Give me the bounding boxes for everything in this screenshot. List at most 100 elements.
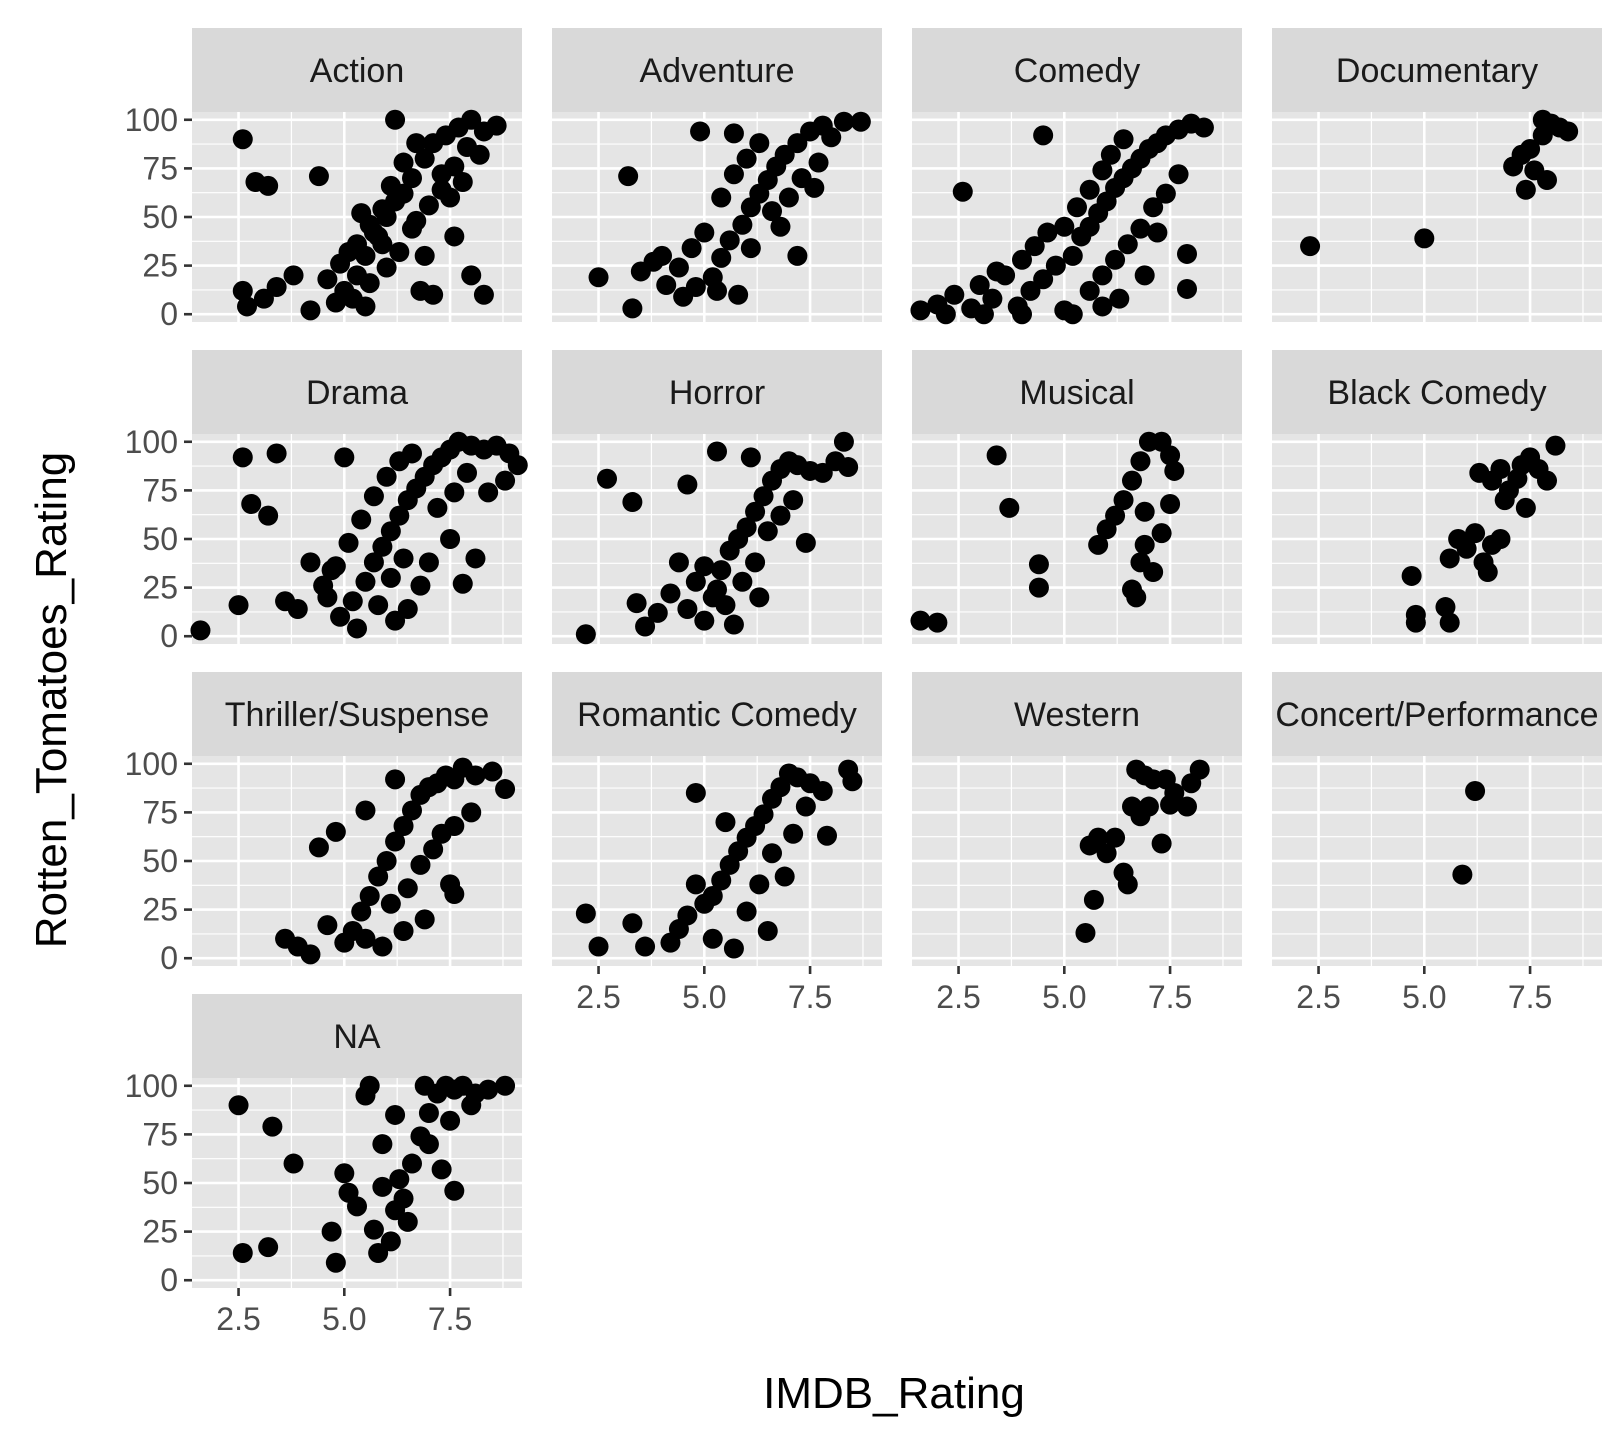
data-point (677, 905, 698, 926)
facet-panel: Thriller/Suspense 0 25 50 75 100 (125, 672, 522, 976)
data-point (740, 238, 761, 259)
facet-strip (1272, 350, 1602, 434)
data-point (1092, 160, 1113, 181)
data-point (652, 245, 672, 266)
data-point (745, 552, 766, 573)
data-point (351, 509, 372, 530)
data-point (317, 269, 338, 290)
data-point (736, 901, 757, 922)
y-tick-label: 50 (142, 199, 178, 235)
data-point (973, 304, 994, 325)
data-point (1520, 138, 1541, 159)
data-point (473, 284, 494, 305)
data-point (842, 771, 863, 792)
data-points (910, 113, 1214, 325)
data-point (694, 610, 715, 631)
data-point (685, 782, 706, 803)
data-point (414, 245, 435, 266)
y-tick-label: 25 (142, 1214, 178, 1250)
data-point (385, 109, 406, 130)
y-tick-label: 75 (142, 794, 178, 830)
data-point (1537, 470, 1557, 491)
data-point (444, 884, 465, 905)
facet-panel: Concert/Performance 2.5 5.0 7.5 (1272, 672, 1602, 1015)
data-point (465, 548, 486, 569)
data-point (266, 443, 287, 464)
data-point (774, 866, 795, 887)
data-point (228, 1095, 249, 1116)
data-point (1012, 249, 1032, 270)
data-point (618, 166, 639, 187)
facet-panel: Comedy (910, 28, 1242, 325)
data-point (452, 573, 473, 594)
data-point (393, 548, 414, 569)
data-point (431, 1159, 452, 1180)
data-point (1177, 278, 1197, 299)
data-point (1511, 455, 1532, 476)
facet-panels: Action 0 25 50 75 100 Adventure Comedy Documenta… (125, 28, 1602, 1337)
data-point (702, 928, 723, 949)
facet-strip (912, 350, 1242, 434)
data-point (444, 226, 465, 247)
data-point (402, 1153, 422, 1174)
data-point (486, 115, 507, 136)
data-point (787, 245, 808, 266)
data-point (410, 854, 431, 875)
data-point (575, 624, 596, 645)
data-point (1109, 288, 1130, 309)
data-point (1143, 197, 1164, 218)
data-point (258, 1237, 279, 1258)
data-point (1456, 538, 1477, 559)
data-point (363, 486, 384, 507)
data-point (910, 300, 931, 321)
data-point (440, 1110, 461, 1131)
data-point (668, 552, 689, 573)
data-point (1134, 501, 1155, 522)
facet-label: Horror (669, 374, 765, 412)
data-point (745, 501, 766, 522)
data-point (1054, 216, 1075, 237)
data-point (935, 304, 956, 325)
x-tick-label: 7.5 (788, 979, 832, 1015)
data-point (232, 447, 253, 468)
data-point (402, 800, 422, 821)
data-point (723, 938, 744, 959)
data-point (380, 521, 401, 542)
data-point (414, 909, 435, 930)
data-point (749, 587, 770, 608)
data-point (850, 111, 871, 132)
data-point (982, 288, 1003, 309)
data-point (376, 257, 397, 278)
data-point (452, 172, 473, 192)
data-point (1130, 451, 1151, 472)
data-points (910, 431, 1185, 633)
data-point (833, 431, 854, 452)
data-point (762, 843, 782, 864)
data-point (461, 802, 482, 823)
data-point (778, 187, 799, 208)
data-point (330, 606, 351, 627)
data-point (389, 1169, 410, 1190)
facet-label: Documentary (1336, 52, 1538, 90)
data-point (719, 230, 740, 251)
data-point (418, 552, 439, 573)
data-point (1100, 144, 1121, 165)
data-point (1193, 117, 1214, 138)
data-point (715, 595, 736, 616)
facet-panel: Horror (552, 350, 882, 645)
data-point (423, 839, 444, 860)
data-point (385, 610, 406, 631)
facet-strip (192, 672, 522, 756)
data-point (1300, 236, 1321, 257)
data-point (1532, 125, 1553, 146)
data-point (711, 560, 732, 581)
facet-strip (912, 28, 1242, 112)
data-point (749, 874, 770, 895)
data-point (1024, 236, 1045, 257)
data-point (732, 214, 753, 235)
facet-panel: Adventure (552, 28, 882, 322)
data-point (1062, 245, 1083, 266)
data-point (1515, 179, 1536, 200)
data-point (397, 878, 418, 899)
data-point (1105, 249, 1126, 270)
